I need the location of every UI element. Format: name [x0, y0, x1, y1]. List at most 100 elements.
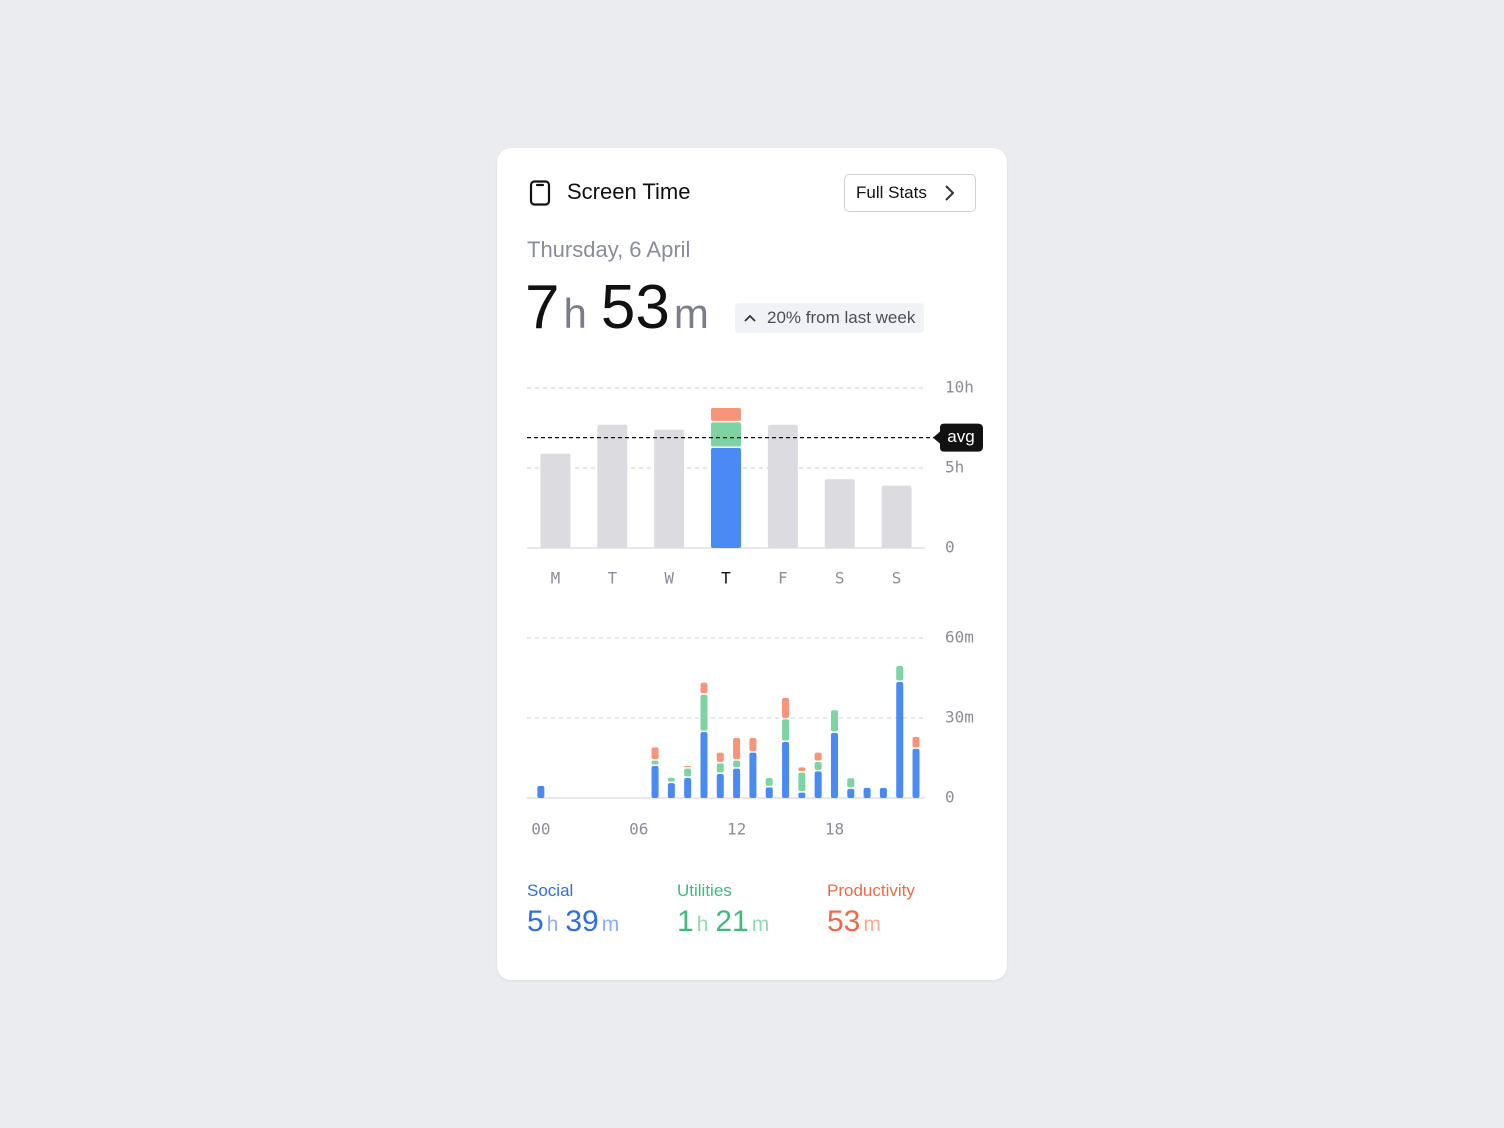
bar-segment — [711, 422, 741, 447]
full-stats-button[interactable]: Full Stats — [844, 174, 976, 212]
bar-segment — [765, 787, 773, 798]
bar-segment — [654, 429, 685, 548]
x-tick-label: 18 — [825, 820, 844, 839]
bar-segment — [824, 479, 855, 548]
bar-segment — [879, 787, 887, 798]
category-name: Productivity — [827, 881, 915, 900]
bar-segment — [847, 778, 855, 788]
bar-segment — [749, 738, 757, 752]
bar-segment — [716, 763, 724, 773]
chevron-right[interactable] — [943, 184, 957, 202]
title: Screen Time — [567, 179, 691, 204]
x-tick-label: 06 — [629, 820, 648, 839]
bar-segment — [711, 408, 741, 421]
chevron-up — [744, 314, 756, 322]
x-tick-label: W — [664, 569, 674, 588]
y-tick-label: 10h — [945, 378, 974, 397]
bar-segment — [540, 453, 571, 548]
bar-segment — [896, 666, 904, 681]
y-tick-label: 0 — [945, 788, 955, 807]
total-minutes: 53 — [600, 273, 670, 342]
bar-segment — [733, 768, 741, 798]
bar-segment — [651, 766, 659, 798]
date: Thursday, 6 April — [527, 237, 691, 262]
x-tick-label: T — [607, 569, 617, 588]
change-text: 20% from last week — [767, 308, 916, 327]
hours-unit: h — [696, 913, 709, 936]
bar-segment — [667, 783, 675, 798]
bar-segment — [711, 448, 741, 548]
bar-segment — [700, 694, 708, 731]
x-tick-label: 00 — [531, 820, 550, 839]
y-tick-label: 0 — [945, 538, 955, 557]
bar-segment — [782, 742, 790, 798]
x-tick-label: M — [551, 569, 561, 588]
bar-segment — [814, 771, 822, 798]
category-minutes: 39 — [565, 905, 599, 938]
bar-segment — [912, 736, 920, 748]
category-summary: Productivity 53 m — [827, 881, 915, 939]
change-badge: 20% from last week — [735, 303, 925, 333]
category-summary: Social 5 h 39 m — [527, 881, 626, 939]
bar-segment — [798, 792, 806, 798]
bar-segment — [830, 732, 838, 798]
average-label: avg — [947, 427, 974, 446]
bar-segment — [716, 752, 724, 762]
phone-icon — [529, 180, 551, 206]
bar-segment — [733, 760, 741, 768]
y-tick-label: 30m — [945, 708, 974, 727]
bar-segment — [684, 778, 692, 798]
x-tick-label: T — [721, 569, 731, 588]
total-time: 7 h 53 m — [525, 272, 723, 343]
minutes-unit: m — [601, 913, 620, 936]
bar-segment — [733, 738, 741, 760]
category-hours: 1 — [677, 905, 694, 938]
bar-segment — [597, 424, 628, 548]
bar-segment — [651, 747, 659, 760]
minutes-unit: m — [673, 290, 709, 337]
category-name: Social — [527, 881, 574, 900]
bar-segment — [684, 768, 692, 777]
bar-segment — [700, 682, 708, 694]
category-minutes: 53 — [827, 905, 861, 938]
category-time: 5 h 39 m — [527, 905, 626, 939]
minutes-unit: m — [751, 913, 770, 936]
bar-segment — [847, 788, 855, 798]
minutes-unit: m — [863, 913, 881, 936]
bar-segment — [767, 424, 798, 548]
category-time: 53 m — [827, 905, 915, 939]
category-summary: Utilities 1 h 21 m — [677, 881, 776, 939]
category-name: Utilities — [677, 881, 732, 900]
bar-segment — [765, 778, 773, 786]
bar-segment — [863, 787, 871, 798]
category-time: 1 h 21 m — [677, 905, 776, 939]
average-tag — [933, 423, 983, 452]
total-hours: 7 — [525, 273, 560, 342]
bar-segment — [814, 762, 822, 770]
button-label[interactable]: Full Stats — [856, 183, 927, 202]
y-tick-label: 60m — [945, 628, 974, 647]
bar-segment — [749, 752, 757, 798]
hours-unit: h — [563, 290, 587, 337]
card: Screen Time Full Stats Thursday, 6 April… — [497, 148, 1007, 980]
bar-segment — [881, 485, 912, 548]
x-tick-label: S — [892, 569, 902, 588]
hours-unit: h — [546, 913, 559, 936]
bar-segment — [814, 752, 822, 761]
bar-segment — [798, 767, 806, 772]
x-tick-label: S — [835, 569, 845, 588]
bar-segment — [798, 772, 806, 792]
bar-segment — [912, 748, 920, 798]
category-minutes: 21 — [715, 905, 749, 938]
x-tick-label: 12 — [727, 820, 746, 839]
bar-segment — [537, 786, 545, 798]
bar-segment — [667, 777, 675, 782]
category-hours: 5 — [527, 905, 544, 938]
y-tick-label: 5h — [945, 458, 964, 477]
bar-segment — [782, 719, 790, 741]
x-tick-label: F — [778, 569, 788, 588]
bar-segment — [896, 682, 904, 798]
bar-segment — [830, 710, 838, 732]
